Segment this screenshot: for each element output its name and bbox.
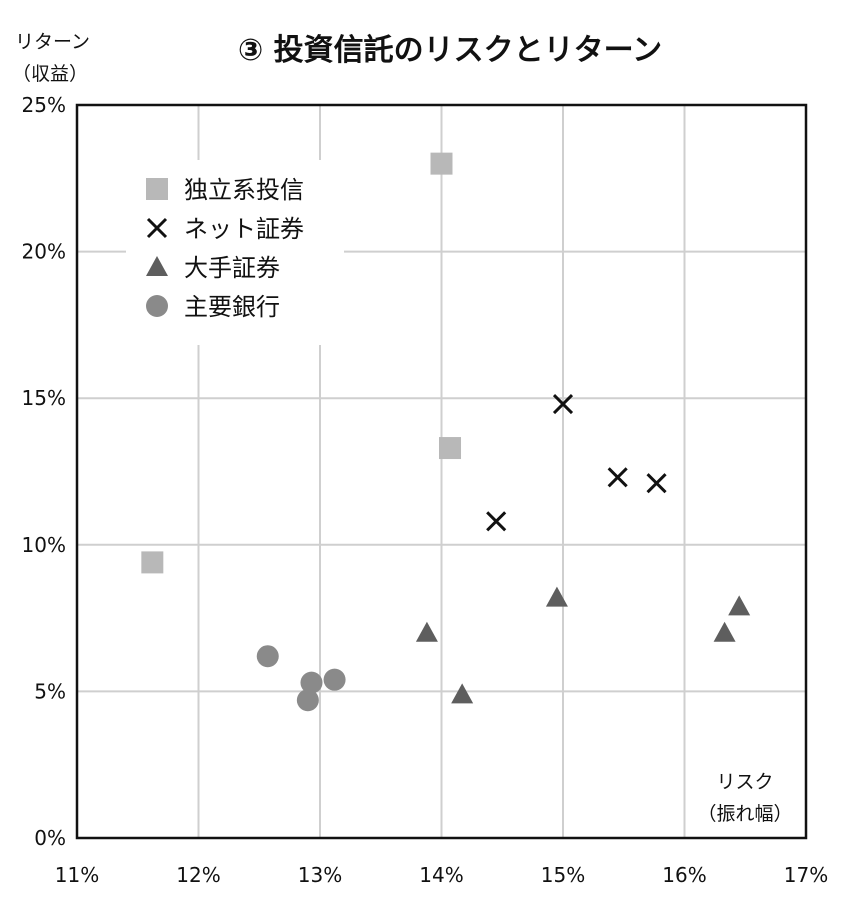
data-point-series-3 (728, 595, 751, 616)
data-point-series-2 (607, 467, 628, 488)
chart-title: ③ 投資信託のリスクとリターン (238, 33, 662, 68)
y-tick-label: 5% (34, 679, 66, 703)
data-point-series-4 (323, 668, 346, 691)
data-point-series-3 (451, 683, 474, 704)
y-axis-label: リターン (15, 31, 90, 53)
y-tick-label: 20% (22, 240, 66, 264)
data-point-series-4 (296, 689, 319, 712)
data-point-series-2 (552, 394, 574, 415)
x-tick-label: 12% (176, 863, 220, 887)
y-tick-label: 0% (34, 826, 66, 850)
data-point-series-4 (300, 671, 323, 694)
x-tick-label: 14% (419, 863, 463, 887)
legend-marker (146, 295, 168, 317)
x-tick-label: 17% (784, 863, 828, 887)
data-point-series-3 (415, 621, 438, 642)
x-tick-label: 11% (55, 863, 99, 887)
data-point-series-4 (256, 645, 279, 668)
legend-marker (146, 178, 168, 200)
legend-marker (146, 256, 168, 276)
x-tick-label: 16% (662, 863, 706, 887)
x-tick-label: 13% (298, 863, 342, 887)
plot-frame (75, 103, 808, 840)
data-point-series-3 (545, 586, 568, 607)
x-tick-label: 15% (541, 863, 585, 887)
data-point-series-2 (646, 473, 667, 494)
legend-marker (146, 217, 168, 239)
y-tick-label: 15% (22, 386, 66, 410)
data-point-series-1 (141, 551, 164, 574)
legend-label: 主要銀行 (184, 293, 280, 321)
data-points (141, 152, 751, 712)
x-axis-label-unit: （振れ幅） (697, 803, 792, 825)
data-point-series-3 (713, 621, 736, 642)
x-axis-ticks: 11% 12% 13% 14% 15% 16% 17% (55, 863, 828, 887)
y-axis-label-unit: （収益） (12, 63, 88, 85)
data-point-series-1 (439, 437, 462, 460)
data-point-series-1 (430, 152, 453, 175)
y-tick-label: 25% (22, 93, 66, 117)
legend-label: 独立系投信 (184, 176, 304, 204)
y-tick-label: 10% (22, 533, 66, 557)
x-axis-label: リスク (716, 771, 773, 793)
y-axis-ticks: 0% 5% 10% 15% 20% 25% (22, 93, 66, 850)
data-point-series-2 (486, 511, 507, 532)
legend-label: 大手証券 (184, 254, 280, 282)
legend-label: ネット証券 (184, 215, 304, 243)
